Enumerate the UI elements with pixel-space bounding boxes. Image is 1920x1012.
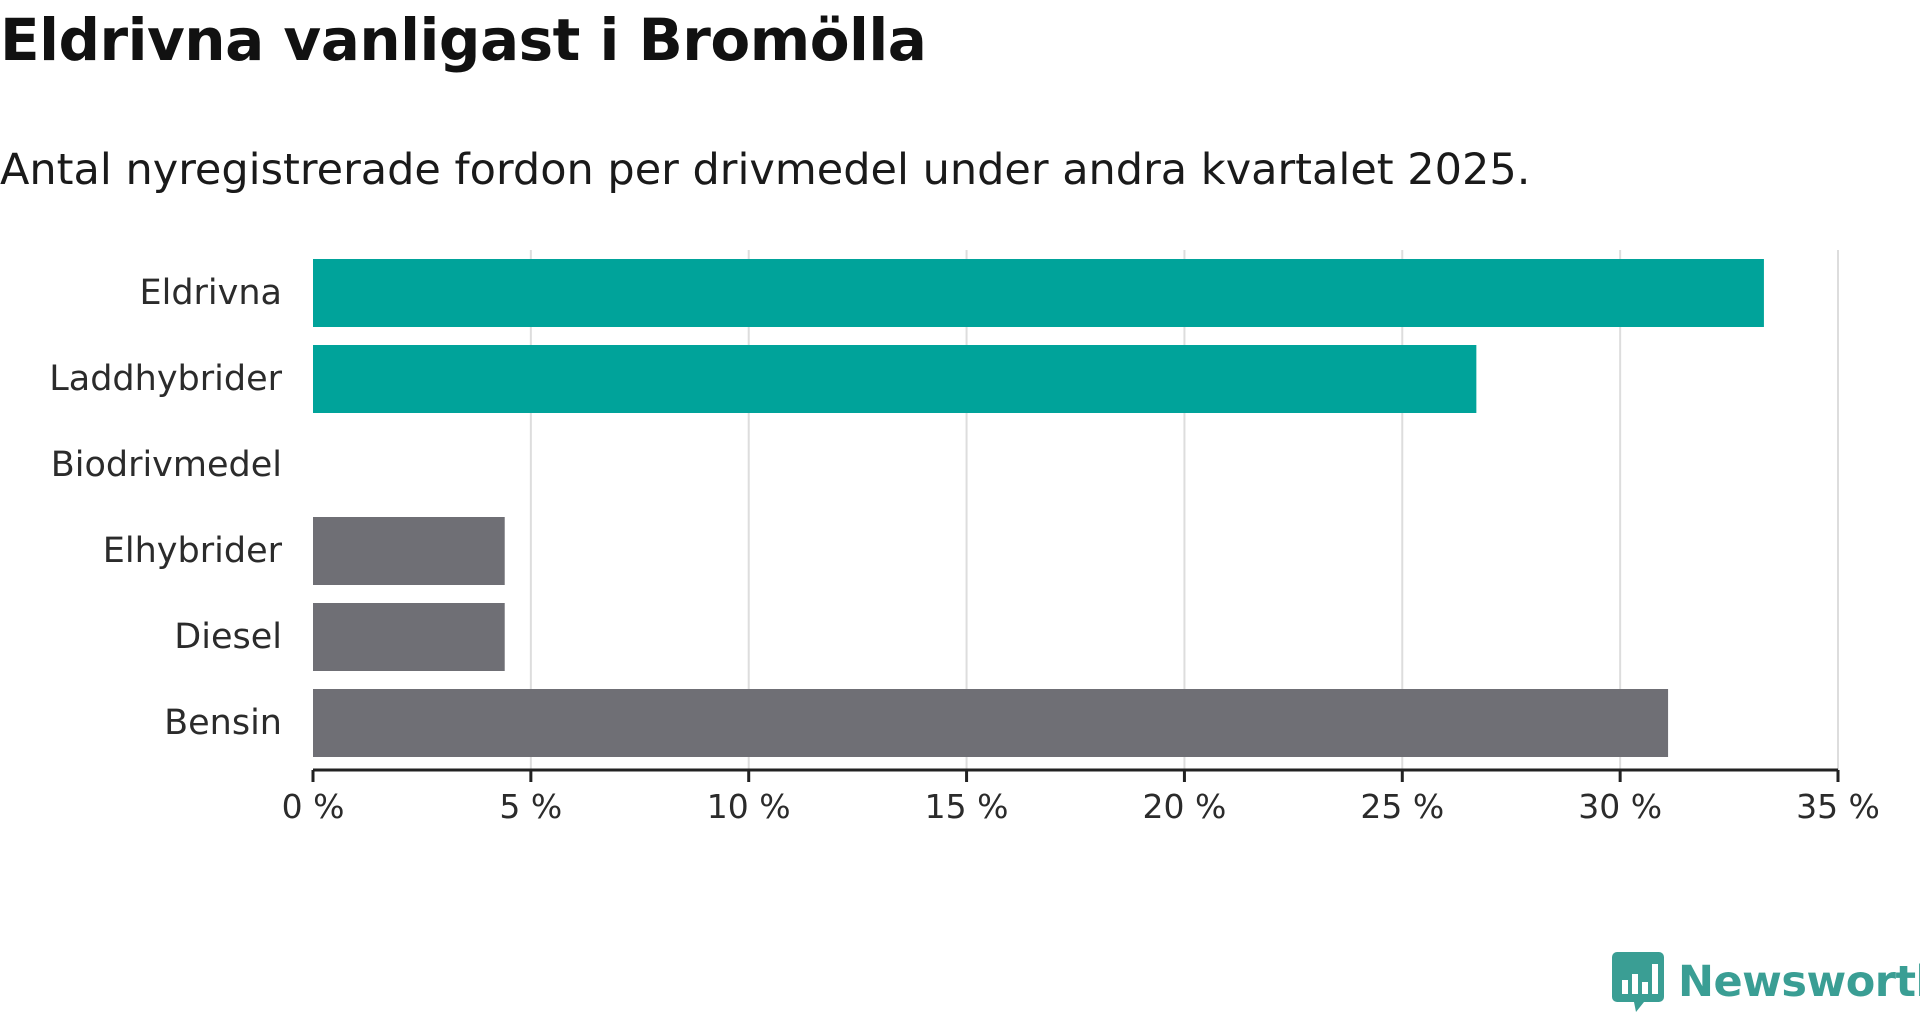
category-label: Laddhybrider: [49, 359, 282, 399]
category-label: Bensin: [164, 703, 282, 743]
x-tick-label: 5 %: [499, 787, 562, 826]
x-axis-ticks: 0 % 5 % 10 % 15 % 20 % 25 % 30 % 35 %: [282, 770, 1880, 826]
x-tick-label: 10 %: [707, 787, 791, 826]
bar: [313, 603, 505, 671]
x-tick-label: 25 %: [1360, 787, 1444, 826]
category-label: Eldrivna: [139, 273, 282, 313]
bar: [313, 689, 1669, 757]
bar: [313, 259, 1764, 327]
x-tick-label: 35 %: [1796, 787, 1880, 826]
grid-lines: [529, 250, 1839, 770]
bar: [313, 345, 1477, 413]
x-tick-label: 15 %: [925, 787, 1009, 826]
category-label: Elhybrider: [103, 531, 283, 571]
newsworthy-bar-chart-speech-bubble-icon: [1612, 952, 1664, 1012]
chart-title: Eldrivna vanligast i Bromölla: [0, 6, 927, 74]
bar: [313, 517, 505, 585]
chart-subtitle: Antal nyregistrerade fordon per drivmede…: [0, 145, 1531, 195]
category-labels: Eldrivna Laddhybrider Biodrivmedel Elhybrid…: [49, 273, 282, 743]
category-label: Biodrivmedel: [51, 445, 282, 485]
brand-name: Newsworthy: [1678, 957, 1920, 1007]
bars: [313, 259, 1764, 757]
category-label: Diesel: [174, 617, 282, 657]
newsworthy-logo: Newsworthy: [1612, 952, 1920, 1012]
x-tick-label: 20 %: [1143, 787, 1227, 826]
x-tick-label: 0 %: [282, 787, 345, 826]
x-tick-label: 30 %: [1578, 787, 1662, 826]
